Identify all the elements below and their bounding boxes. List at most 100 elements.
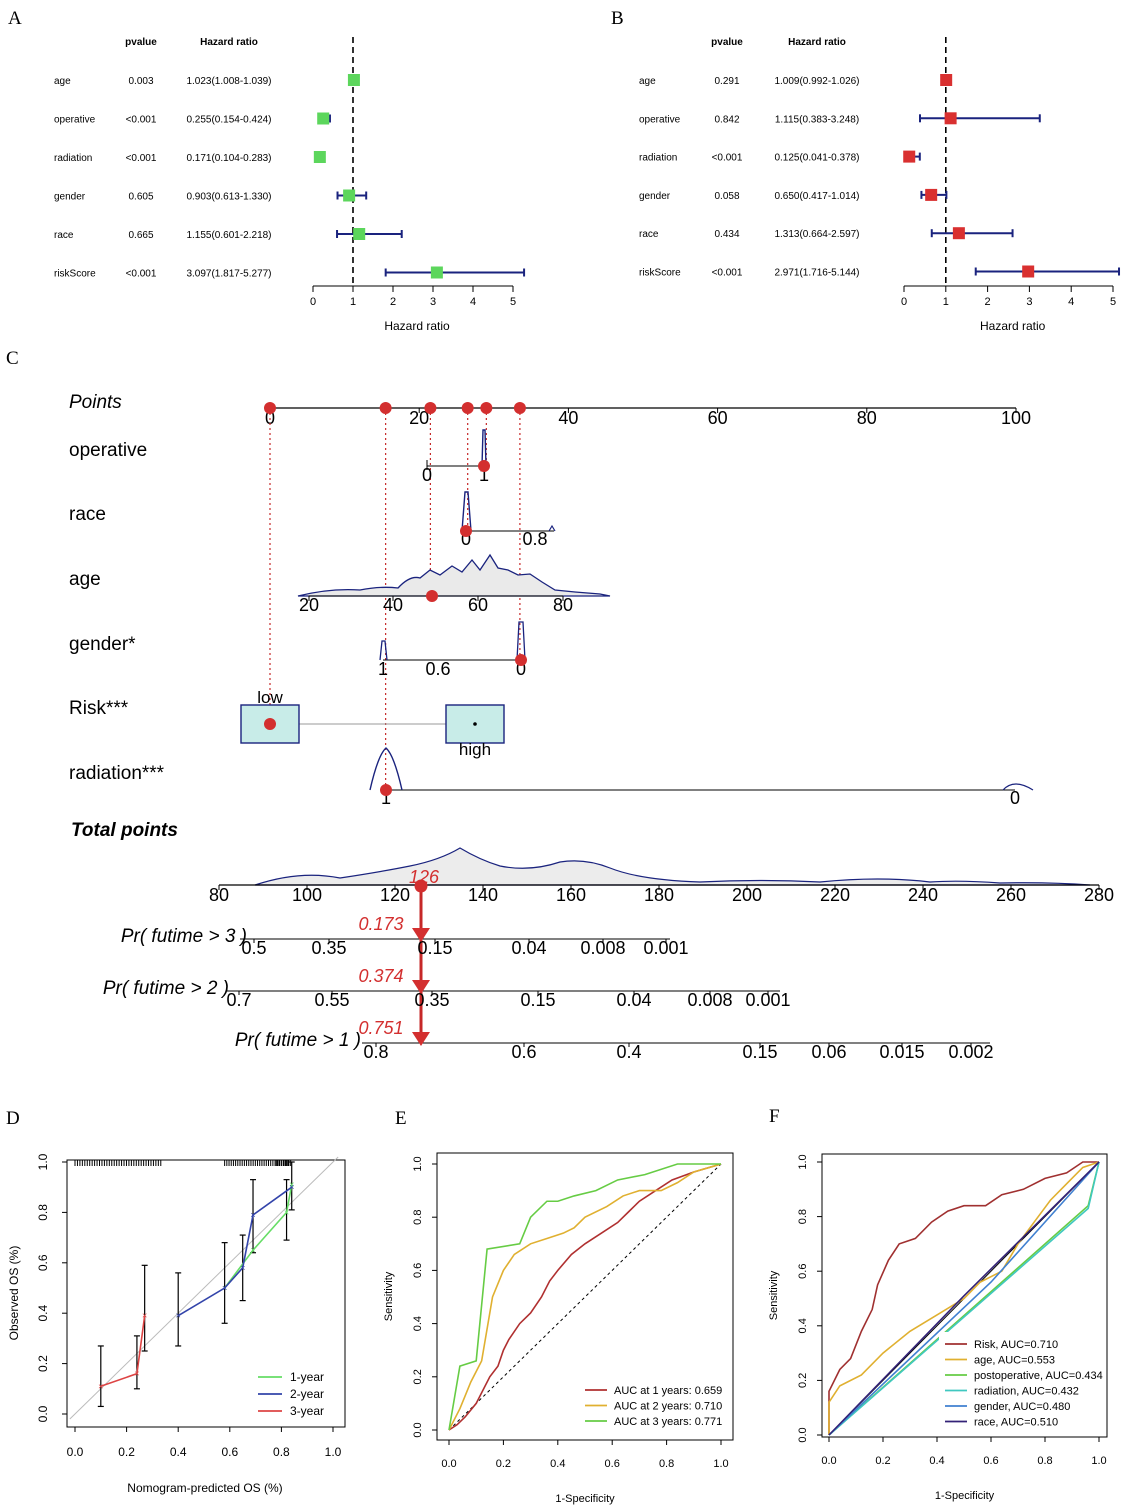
prob-tick-label: 0.35 — [414, 990, 449, 1010]
x-tick-label: 0.0 — [821, 1455, 836, 1467]
row-pvalue: 0.665 — [128, 230, 153, 241]
race-tick-label: 0.8 — [522, 529, 547, 549]
x-tick-label: 0.2 — [118, 1445, 135, 1459]
prob-tick-label: 0.04 — [511, 938, 546, 958]
series-line — [177, 1186, 293, 1317]
row-pvalue: 0.058 — [714, 191, 739, 202]
legend-label: AUC at 3 years: 0.771 — [614, 1416, 722, 1428]
y-axis-title: Observed OS (%) — [7, 1246, 21, 1341]
gender-tick-label: 1 — [378, 659, 388, 679]
y-axis-title: Sensitivity — [383, 1271, 395, 1321]
race-tick-label: 0 — [461, 529, 471, 549]
y-tick-label: 0.4 — [797, 1318, 809, 1333]
total-tick-label: 100 — [292, 885, 322, 905]
points-dot — [480, 402, 493, 414]
hr-box — [317, 112, 330, 125]
legend-label: radiation, AUC=0.432 — [974, 1386, 1079, 1398]
x-axis-title: 1-Specificity — [935, 1490, 995, 1502]
points-dot — [264, 402, 276, 414]
hr-box — [952, 227, 965, 240]
risk-tick-label: low — [257, 688, 283, 707]
x-tick-label: 1 — [350, 296, 356, 308]
x-tick-label: 0 — [901, 296, 907, 308]
y-tick-label: 1.0 — [412, 1156, 424, 1171]
row-pvalue: <0.001 — [712, 268, 743, 279]
race-dot — [460, 525, 472, 537]
hr-box — [903, 150, 916, 163]
points-tick-label: 80 — [857, 408, 877, 428]
row-name: gender — [639, 191, 671, 202]
series-line — [224, 1184, 293, 1289]
series-point: × — [289, 1182, 294, 1192]
ideal-diagonal — [69, 1156, 339, 1420]
radiation-tick-label: 1 — [381, 788, 391, 808]
gender-density-low — [379, 640, 388, 661]
prob-tick-label: 0.008 — [687, 990, 732, 1010]
total-points-label: Total points — [71, 820, 178, 841]
panel-label-e: E — [395, 1108, 407, 1129]
x-axis-title: Nomogram-predicted OS (%) — [127, 1481, 282, 1495]
x-tick-label: 2 — [985, 296, 991, 308]
legend-label: 1-year — [290, 1370, 324, 1384]
age-dot — [426, 590, 438, 602]
legend-label: 3-year — [290, 1404, 324, 1418]
roc-curve — [448, 1163, 722, 1431]
row-pvalue: 0.291 — [714, 76, 739, 87]
points-dot — [461, 402, 474, 414]
row-name: riskScore — [639, 268, 681, 279]
total-tick-label: 260 — [996, 885, 1026, 905]
gender-tick-label: 0 — [516, 659, 526, 679]
row-pvalue: 0.003 — [128, 76, 153, 87]
variable-label: race — [69, 504, 106, 525]
x-tick-label: 0 — [310, 296, 316, 308]
x-tick-label: 0.4 — [550, 1458, 565, 1470]
x-axis-title: Hazard ratio — [980, 319, 1046, 333]
hr-box — [353, 228, 366, 240]
roc-curve — [828, 1161, 1100, 1436]
total-tick-label: 200 — [732, 885, 762, 905]
x-tick-label: 1.0 — [325, 1445, 342, 1459]
points-tick-label: 60 — [708, 408, 728, 428]
row-name: riskScore — [54, 269, 96, 280]
series-point: × — [289, 1180, 294, 1190]
prob-tick-label: 0.35 — [311, 938, 346, 958]
x-tick-label: 0.6 — [983, 1455, 998, 1467]
row-hr-text: 0.903(0.613-1.330) — [186, 192, 271, 203]
x-tick-label: 0.2 — [875, 1455, 890, 1467]
x-tick-label: 1.0 — [713, 1458, 728, 1470]
total-dot — [414, 879, 428, 893]
prob-value: 0.751 — [358, 1018, 403, 1038]
hr-box — [430, 266, 443, 279]
prob-tick-label: 0.06 — [811, 1042, 846, 1062]
series-point: × — [284, 1207, 289, 1217]
total-tick-label: 160 — [556, 885, 586, 905]
operative-dot — [478, 460, 490, 472]
gender-dot — [515, 654, 527, 666]
hr-box — [1022, 265, 1035, 278]
calibration-plot-d: ××××××××××××0.00.00.20.20.40.40.60.60.80… — [7, 1153, 346, 1495]
row-pvalue: 0.605 — [128, 192, 153, 203]
risk-dot — [264, 718, 276, 730]
prob-tick-label: 0.15 — [417, 938, 452, 958]
prob-tick-label: 0.015 — [879, 1042, 924, 1062]
x-tick-label: 0.4 — [170, 1445, 187, 1459]
hr-box — [925, 188, 938, 201]
y-tick-label: 0.6 — [36, 1254, 50, 1271]
row-pvalue: <0.001 — [712, 153, 743, 164]
series-point: × — [222, 1283, 227, 1293]
row-hr-text: 1.023(1.008-1.039) — [186, 76, 271, 87]
row-hr-text: 3.097(1.817-5.277) — [186, 269, 271, 280]
x-tick-label: 4 — [470, 296, 476, 308]
y-tick-label: 0.8 — [36, 1204, 50, 1221]
panel-label-b: B — [611, 8, 624, 29]
prob-tick-label: 0.15 — [520, 990, 555, 1010]
legend-label: AUC at 1 years: 0.659 — [614, 1385, 722, 1397]
race-density-tail — [548, 524, 556, 532]
y-tick-label: 0.4 — [36, 1305, 50, 1322]
age-density — [297, 553, 611, 597]
forest-plot-a: pvalue Hazard ratio age 0.003 1.023(1.008-1.… — [54, 37, 526, 333]
x-tick-label: 3 — [1026, 296, 1032, 308]
y-tick-label: 0.6 — [412, 1263, 424, 1278]
